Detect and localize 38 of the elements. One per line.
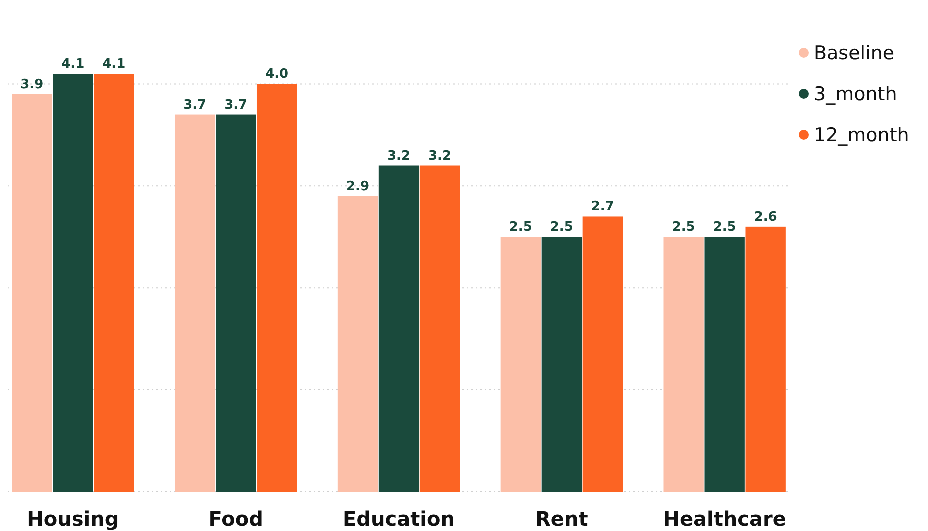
bar: [338, 196, 378, 492]
legend-label: 12_month: [814, 124, 910, 147]
bar: [704, 237, 745, 492]
x-tick-label: Housing: [27, 507, 120, 531]
bar: [12, 94, 52, 492]
data-label: 2.7: [591, 200, 614, 215]
bar: [582, 216, 624, 492]
bar: [420, 166, 460, 492]
data-label: 2.5: [713, 220, 736, 236]
data-label: 3.7: [224, 98, 248, 113]
data-label: 2.5: [550, 220, 574, 236]
data-label: 2.9: [346, 179, 370, 194]
data-label: 3.2: [428, 148, 452, 164]
data-label: 4.0: [266, 67, 289, 82]
bar: [542, 237, 582, 492]
bar: [664, 237, 704, 492]
bar: [216, 114, 256, 492]
x-tick-label: Education: [343, 507, 455, 531]
bar: [500, 237, 542, 492]
bar: [94, 74, 134, 492]
x-tick-label: Healthcare: [663, 507, 786, 531]
data-label: 2.5: [509, 220, 532, 236]
bar: [256, 84, 298, 492]
bar: [378, 166, 420, 492]
data-label: 4.1: [62, 57, 85, 72]
data-label: 3.2: [387, 148, 411, 164]
legend-label: Baseline: [814, 42, 895, 65]
data-label: 4.1: [102, 57, 126, 72]
data-label: 3.7: [184, 98, 207, 113]
data-label: 2.6: [754, 210, 778, 225]
data-label: 2.5: [672, 220, 696, 236]
legend-label: 3_month: [814, 84, 898, 106]
bar: [174, 114, 216, 492]
x-tick-label: Rent: [536, 507, 589, 531]
x-tick-label: Food: [208, 507, 264, 531]
bar: [746, 226, 786, 492]
bar: [53, 74, 94, 492]
data-label: 3.9: [20, 77, 44, 92]
